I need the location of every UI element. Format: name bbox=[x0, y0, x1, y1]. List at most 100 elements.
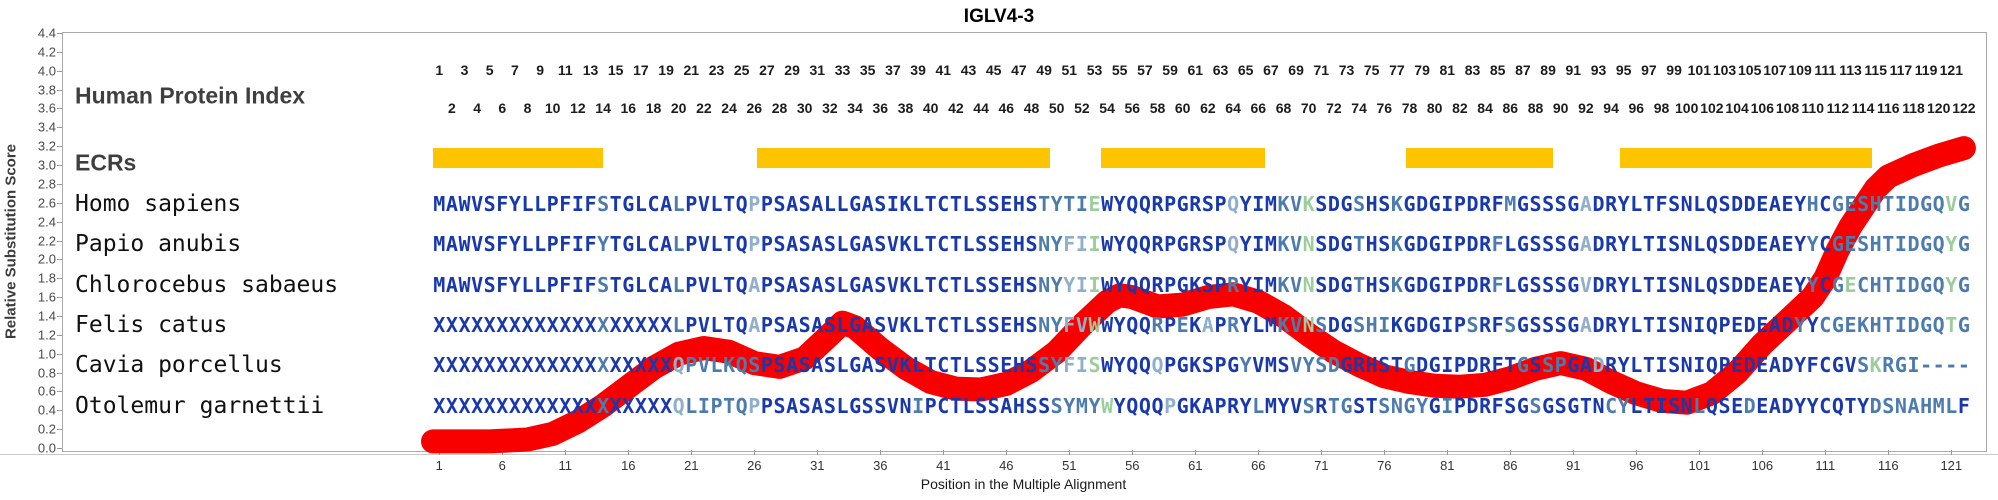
residue: Q bbox=[1126, 312, 1139, 337]
residue: R bbox=[1227, 393, 1240, 418]
residue: G bbox=[1920, 192, 1933, 216]
position-number: 52 bbox=[1074, 100, 1090, 116]
residue: N bbox=[1894, 393, 1907, 418]
residue: Y bbox=[1806, 272, 1819, 297]
residue: D bbox=[1907, 192, 1920, 216]
residue: S bbox=[1466, 312, 1479, 337]
residue: E bbox=[1176, 312, 1189, 337]
residue: X bbox=[458, 393, 471, 418]
residue: Q bbox=[735, 192, 748, 216]
residue: A bbox=[786, 272, 799, 297]
y-tick-mark bbox=[57, 221, 62, 223]
residue: S bbox=[798, 232, 811, 257]
y-tick-label: 1.0 bbox=[37, 346, 56, 362]
x-tick-label: 86 bbox=[1503, 458, 1518, 473]
residue: S bbox=[1504, 393, 1517, 418]
residue: I bbox=[1075, 232, 1088, 257]
residue: X bbox=[508, 353, 521, 378]
y-tick-label: 0.2 bbox=[37, 421, 56, 437]
residue: X bbox=[546, 393, 559, 418]
residue: F bbox=[1655, 192, 1668, 216]
residue: P bbox=[760, 312, 773, 337]
y-tick-label: 0.6 bbox=[37, 383, 56, 399]
residue: M bbox=[1264, 353, 1277, 378]
residue: X bbox=[496, 353, 509, 378]
residue: P bbox=[546, 232, 559, 257]
residue: P bbox=[685, 232, 698, 257]
residue: T bbox=[924, 353, 937, 378]
x-tick-label: 106 bbox=[1751, 458, 1774, 473]
residue: L bbox=[534, 192, 547, 216]
y-tick-label: 3.2 bbox=[37, 138, 56, 154]
residue: X bbox=[483, 312, 496, 337]
residue: L bbox=[672, 272, 685, 297]
residue: L bbox=[1945, 393, 1958, 418]
residue: D bbox=[1592, 272, 1605, 297]
residue: R bbox=[1882, 353, 1895, 378]
residue: R bbox=[1315, 393, 1328, 418]
position-number: 14 bbox=[595, 100, 611, 116]
position-number: 24 bbox=[721, 100, 737, 116]
residue: G bbox=[1428, 312, 1441, 337]
residue: T bbox=[1882, 312, 1895, 337]
residue: S bbox=[1718, 192, 1731, 216]
residue: T bbox=[723, 272, 736, 297]
residue: G bbox=[1516, 272, 1529, 297]
residue: G bbox=[1567, 272, 1580, 297]
residue: Q bbox=[1138, 312, 1151, 337]
position-number: 90 bbox=[1552, 100, 1569, 116]
residue: P bbox=[760, 272, 773, 297]
residue: P bbox=[1554, 353, 1567, 378]
residue: Y bbox=[1050, 353, 1063, 378]
residue: M bbox=[1932, 393, 1945, 418]
residue: T bbox=[1945, 312, 1958, 337]
position-number: 89 bbox=[1540, 62, 1556, 78]
residue: A bbox=[1579, 312, 1592, 337]
residue: D bbox=[1731, 192, 1744, 216]
residue: T bbox=[924, 272, 937, 297]
residue: R bbox=[1227, 312, 1240, 337]
residue: Q bbox=[1126, 393, 1139, 418]
residue: S bbox=[874, 272, 887, 297]
residue: N bbox=[899, 393, 912, 418]
residue: N bbox=[1680, 272, 1693, 297]
y-tick-label: 2.8 bbox=[37, 176, 56, 192]
residue: S bbox=[798, 353, 811, 378]
residue: C bbox=[937, 312, 950, 337]
residue: H bbox=[1869, 192, 1882, 216]
residue: N bbox=[1680, 312, 1693, 337]
residue: P bbox=[1164, 353, 1177, 378]
residue: Y bbox=[1416, 393, 1429, 418]
residue: N bbox=[1592, 393, 1605, 418]
residue: E bbox=[1844, 272, 1857, 297]
position-number: 104 bbox=[1725, 100, 1749, 116]
x-tick-label: 101 bbox=[1688, 458, 1711, 473]
position-number: 78 bbox=[1401, 100, 1418, 116]
residue: A bbox=[445, 232, 458, 257]
residue: Y bbox=[1857, 393, 1870, 418]
y-tick-label: 3.6 bbox=[37, 100, 56, 116]
residue: X bbox=[622, 312, 635, 337]
residue: H bbox=[1012, 272, 1025, 297]
position-number: 105 bbox=[1738, 62, 1762, 78]
position-number: 17 bbox=[633, 62, 649, 78]
residue: F bbox=[1063, 232, 1076, 257]
residue: N bbox=[1680, 393, 1693, 418]
residue: L bbox=[672, 192, 685, 216]
residue: S bbox=[1542, 232, 1555, 257]
position-number: 117 bbox=[1889, 62, 1913, 78]
residue: L bbox=[1504, 272, 1517, 297]
y-tick-mark bbox=[57, 70, 62, 72]
residue: D bbox=[1466, 393, 1479, 418]
residue: T bbox=[609, 232, 622, 257]
residue: Y bbox=[1794, 272, 1807, 297]
y-tick-label: 3.0 bbox=[37, 157, 56, 173]
position-number: 67 bbox=[1263, 62, 1279, 78]
x-tick-label: 41 bbox=[936, 458, 951, 473]
residue: P bbox=[1164, 312, 1177, 337]
residue: L bbox=[912, 232, 925, 257]
residue: G bbox=[1567, 393, 1580, 418]
residue: F bbox=[584, 232, 597, 257]
residue: Y bbox=[1806, 393, 1819, 418]
residue: P bbox=[760, 192, 773, 216]
